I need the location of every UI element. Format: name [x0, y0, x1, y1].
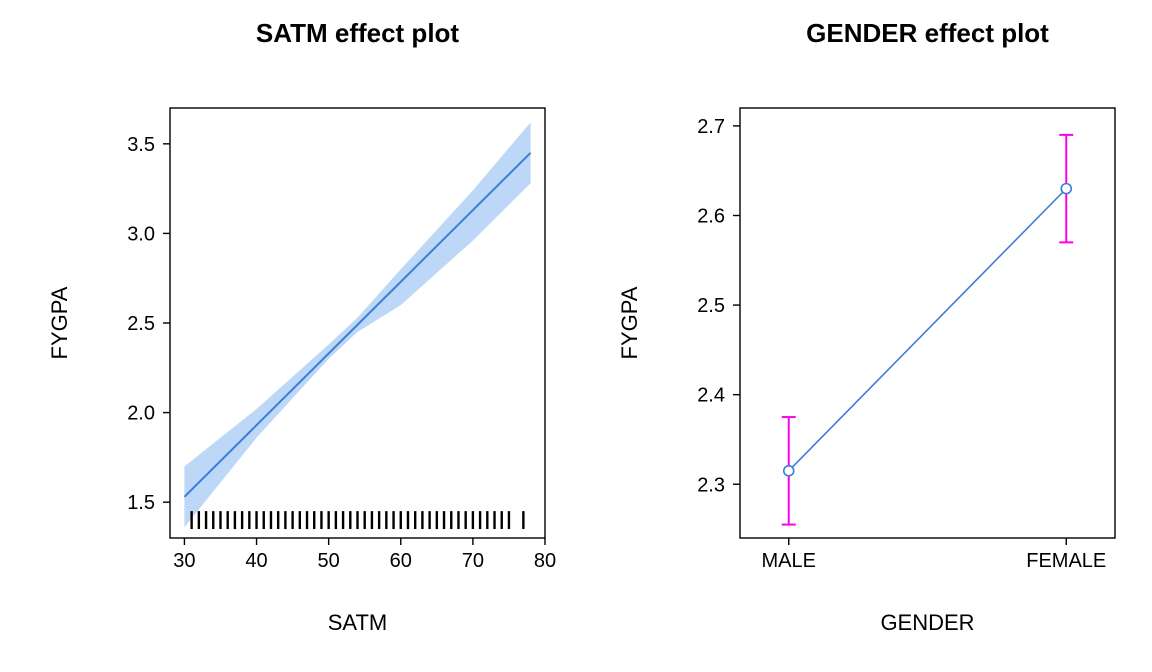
- right-x-axis-label: GENDER: [740, 610, 1115, 636]
- y-tick-label: 2.7: [697, 116, 725, 138]
- left-plot: 30 40 50 60 70 80 1.5 2.0 2.5 3.0 3.5: [80, 88, 570, 598]
- right-panel-title: GENDER effect plot: [740, 18, 1115, 49]
- y-tick-label: 2.5: [127, 313, 155, 335]
- left-x-axis-label: SATM: [170, 610, 545, 636]
- x-tick-label: 50: [318, 550, 340, 572]
- figure-canvas: SATM effect plot FYGPA SATM 30 40 50 60 70 80…: [0, 0, 1152, 672]
- left-panel-title: SATM effect plot: [170, 18, 545, 49]
- x-tick-label: 30: [173, 550, 195, 572]
- x-tick-label: 60: [390, 550, 412, 572]
- rug: [192, 511, 524, 529]
- left-y-axis-label: FYGPA: [47, 203, 73, 443]
- y-tick-label: 3.0: [127, 223, 155, 245]
- effect-line: [789, 189, 1067, 471]
- point-marker: [784, 466, 794, 476]
- right-plot: 2.3 2.4 2.5 2.6 2.7 MALE FEMALE: [640, 88, 1140, 598]
- x-tick-label: 40: [245, 550, 267, 572]
- regression-line: [184, 153, 530, 497]
- y-tick-label: 2.6: [697, 206, 725, 228]
- y-tick-label: 3.5: [127, 134, 155, 156]
- point-marker: [1061, 184, 1071, 194]
- x-tick-label: 80: [534, 550, 556, 572]
- x-tick-label: 70: [462, 550, 484, 572]
- y-tick-label: 2.0: [127, 403, 155, 425]
- x-tick-label: FEMALE: [1026, 550, 1106, 572]
- y-tick-label: 1.5: [127, 492, 155, 514]
- y-tick-label: 2.4: [697, 385, 725, 407]
- y-tick-label: 2.3: [697, 474, 725, 496]
- x-tick-label: MALE: [762, 550, 816, 572]
- y-tick-label: 2.5: [697, 295, 725, 317]
- plot-border: [740, 108, 1115, 538]
